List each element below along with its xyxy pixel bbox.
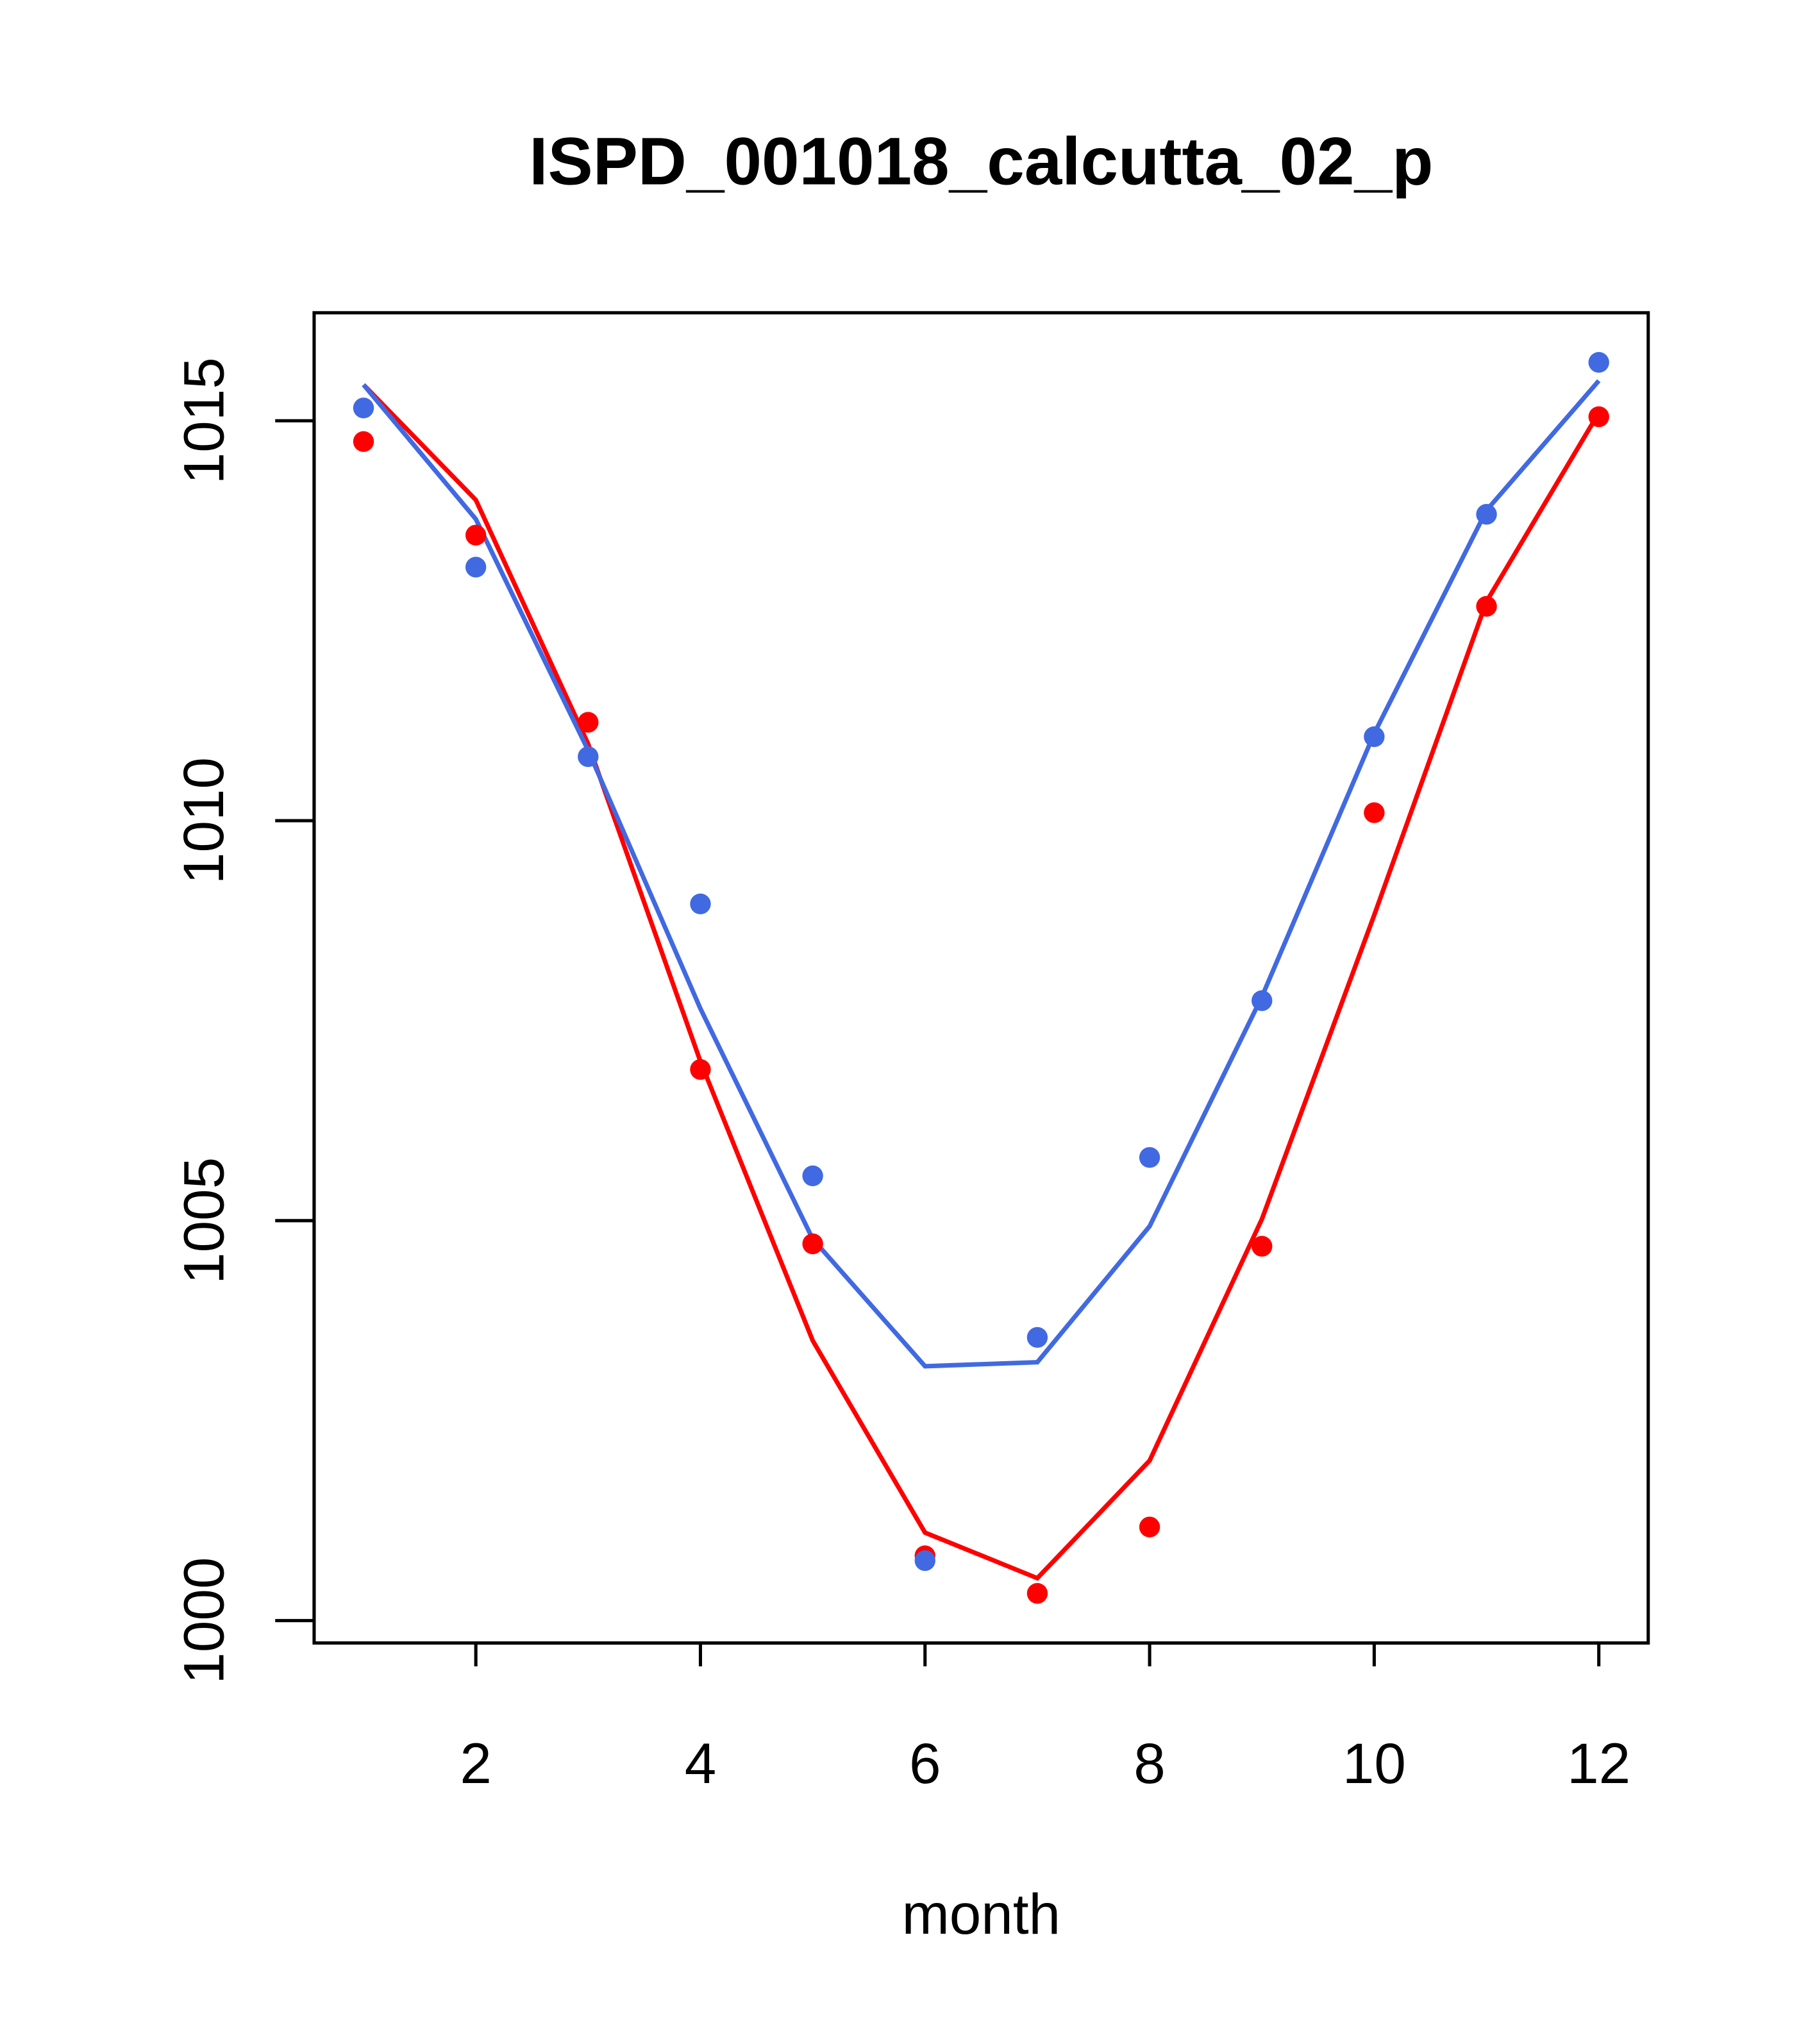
x-tick-label: 6 — [909, 1731, 941, 1795]
red-point — [578, 712, 599, 733]
blue-point — [1139, 1147, 1160, 1168]
x-tick-label: 12 — [1567, 1731, 1630, 1795]
x-tick-label: 10 — [1343, 1731, 1406, 1795]
red-point — [465, 524, 487, 546]
y-tick-label: 1005 — [171, 1157, 235, 1284]
red-point — [1252, 1236, 1273, 1257]
chart-title: ISPD_001018_calcutta_02_p — [529, 124, 1433, 199]
red-point — [353, 431, 374, 452]
series-layer — [353, 351, 1609, 1604]
x-axis-label: month — [902, 1882, 1061, 1946]
x-tick-label: 2 — [460, 1731, 492, 1795]
blue-point — [802, 1165, 823, 1187]
blue-point — [1588, 351, 1609, 373]
red-point — [1139, 1516, 1160, 1537]
blue-point — [914, 1550, 935, 1571]
blue-point — [1252, 990, 1273, 1011]
red-point — [802, 1233, 823, 1255]
x-tick-label: 8 — [1134, 1731, 1166, 1795]
red-point — [690, 1059, 711, 1080]
blue-point — [1026, 1327, 1048, 1348]
red-line — [362, 383, 1601, 1581]
blue-point — [690, 893, 711, 914]
y-axis: 1000 1005 1010 1015 — [171, 357, 316, 1684]
plot-frame — [312, 311, 1650, 1645]
y-tick-label: 1015 — [171, 357, 235, 484]
red-point — [1588, 406, 1609, 428]
red-point — [1026, 1583, 1048, 1604]
y-tick-label: 1010 — [171, 757, 235, 884]
x-axis: 2 4 6 8 10 12 — [460, 1641, 1630, 1795]
blue-point — [1364, 726, 1385, 748]
blue-point — [578, 746, 599, 767]
blue-point — [1476, 504, 1497, 525]
x-tick-label: 4 — [685, 1731, 717, 1795]
red-point — [1476, 596, 1497, 617]
blue-point — [353, 398, 374, 419]
red-point — [1364, 802, 1385, 823]
blue-line — [362, 379, 1601, 1369]
y-tick-label: 1000 — [171, 1557, 235, 1684]
blue-point — [465, 557, 487, 578]
